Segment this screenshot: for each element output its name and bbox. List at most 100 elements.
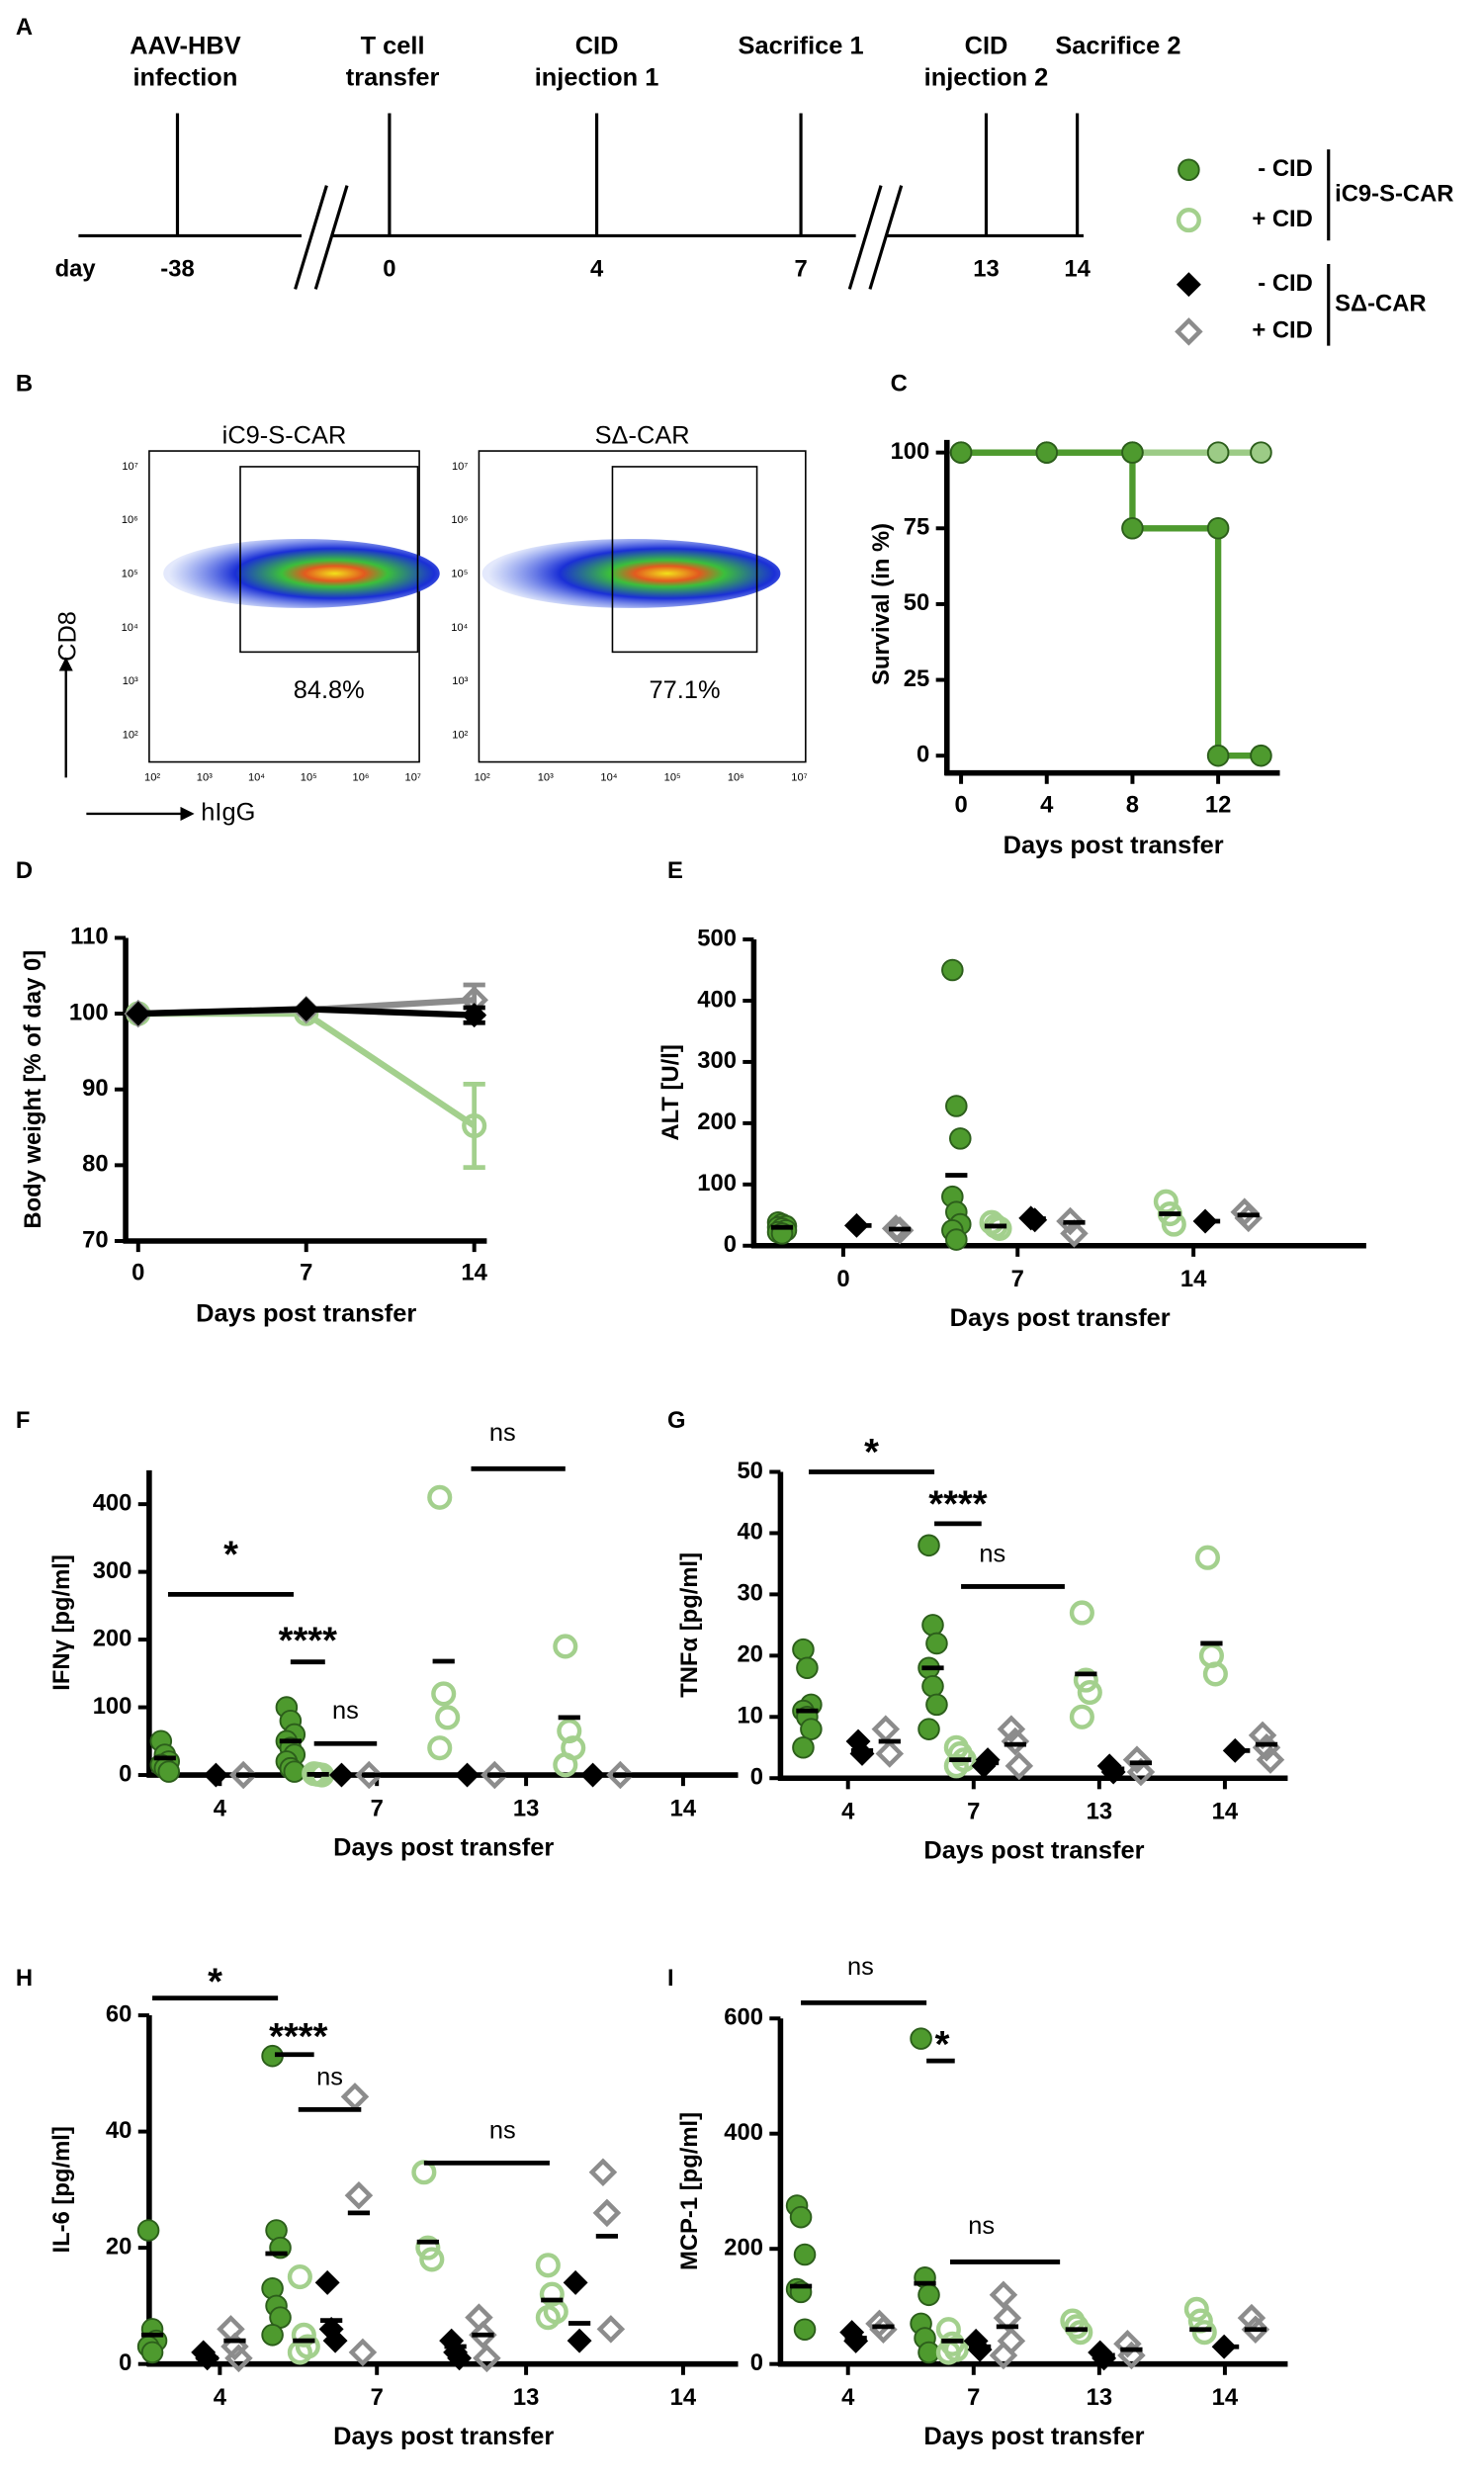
marker xyxy=(473,2344,501,2373)
y-tick-label: 0 xyxy=(917,741,929,767)
timeline-unit: day xyxy=(55,256,97,283)
significance-label: * xyxy=(864,1431,879,1473)
marker xyxy=(1256,1745,1285,1774)
marker xyxy=(793,2318,817,2342)
x-tick-label: 13 xyxy=(1087,1798,1113,1824)
marker xyxy=(1077,1679,1102,1706)
event-day: 7 xyxy=(794,256,807,283)
marker xyxy=(419,2247,445,2272)
significance-label: ns xyxy=(316,2063,343,2090)
y-tick-label: 10⁵ xyxy=(122,569,138,580)
marker xyxy=(1122,1745,1152,1774)
y-tick-label: 0 xyxy=(750,2349,763,2376)
marker xyxy=(1250,744,1272,767)
y-tick-label: 10⁴ xyxy=(451,622,468,634)
marker xyxy=(415,2235,441,2260)
y-tick-label: 25 xyxy=(904,665,930,692)
event-label: AAV-HBV xyxy=(130,33,241,60)
significance-label: ns xyxy=(979,1540,1005,1567)
event-label: injection 2 xyxy=(924,63,1049,91)
x-tick-label: 10⁶ xyxy=(728,771,744,783)
marker xyxy=(792,1638,815,1661)
x-tick-label: 14 xyxy=(1212,2384,1239,2411)
marker xyxy=(1001,1727,1030,1756)
x-tick-label: 10² xyxy=(144,771,160,783)
legend-group: iC9-S-CAR xyxy=(1335,180,1453,207)
significance-label: ns xyxy=(489,1419,516,1447)
marker xyxy=(535,2305,561,2331)
plot-title: iC9-S-CAR xyxy=(222,421,347,449)
marker xyxy=(917,1718,940,1740)
marker xyxy=(917,2341,940,2364)
legend-entry: - CID xyxy=(1258,155,1313,182)
y-tick-label: 10³ xyxy=(123,675,138,687)
y-axis-title: MCP-1 [pg/ml] xyxy=(676,2112,703,2270)
marker xyxy=(606,1760,635,1790)
marker xyxy=(557,1718,582,1744)
marker xyxy=(796,1656,819,1679)
gate xyxy=(239,466,419,654)
marker xyxy=(1073,1667,1098,1693)
significance-label: **** xyxy=(928,1482,987,1525)
legend-entry: - CID xyxy=(1258,270,1313,297)
y-axis-title: IL-6 [pg/ml] xyxy=(48,2126,75,2253)
y-axis-title: ALT [U/l] xyxy=(657,1044,684,1140)
x-tick-label: 13 xyxy=(513,2384,540,2411)
marker xyxy=(987,1215,1012,1241)
y-tick-label: 40 xyxy=(737,1519,763,1546)
x-tick-label: 4 xyxy=(841,1798,855,1824)
marker xyxy=(224,2344,253,2373)
panel-letter: A xyxy=(16,14,33,41)
marker xyxy=(989,2341,1018,2370)
x-axis-title: Days post transfer xyxy=(923,1837,1144,1865)
marker xyxy=(997,2327,1026,2355)
x-tick-label: 10² xyxy=(475,771,490,783)
event-label: CID xyxy=(575,33,619,60)
significance-label: ns xyxy=(332,1697,359,1725)
panel-letter: E xyxy=(667,857,683,884)
event-day: 0 xyxy=(383,256,395,283)
x-axis-title: Days post transfer xyxy=(196,1299,416,1327)
marker xyxy=(789,2205,813,2229)
event-label: transfer xyxy=(346,63,440,91)
event-label: CID xyxy=(965,33,1008,60)
event-day: 14 xyxy=(1064,256,1091,283)
marker xyxy=(261,2324,284,2347)
marker xyxy=(1069,1704,1094,1729)
y-tick-label: 60 xyxy=(106,2000,132,2027)
marker xyxy=(1194,1545,1220,1570)
plot-frame xyxy=(478,450,807,763)
marker xyxy=(283,1760,306,1783)
plot-frame xyxy=(148,450,420,763)
panel-letter: F xyxy=(16,1407,31,1434)
legend-marker xyxy=(1176,272,1201,298)
panel-letter: H xyxy=(16,1965,33,1992)
x-tick-label: 14 xyxy=(670,2384,697,2411)
marker xyxy=(793,2243,817,2266)
series-line xyxy=(961,449,1262,759)
marker xyxy=(344,2180,374,2210)
marker xyxy=(917,2283,940,2307)
significance-label: ns xyxy=(847,1953,874,1981)
y-tick-label: 10⁶ xyxy=(451,514,468,526)
significance-label: **** xyxy=(279,1620,337,1662)
gate-percent: 84.8% xyxy=(294,676,365,704)
marker xyxy=(800,1718,823,1740)
marker xyxy=(1241,2315,1270,2344)
y-tick-label: 10 xyxy=(737,1703,763,1729)
x-axis-title: Days post transfer xyxy=(1004,832,1224,859)
y-tick-label: 50 xyxy=(737,1458,763,1484)
x-tick-label: 7 xyxy=(967,1798,980,1824)
legend-marker xyxy=(1178,158,1200,182)
x-tick-label: 13 xyxy=(1087,2384,1113,2411)
y-tick-label: 0 xyxy=(724,1231,737,1258)
marker xyxy=(462,1112,487,1139)
y-tick-label: 400 xyxy=(93,1489,132,1516)
x-axis-title: Days post transfer xyxy=(950,1304,1171,1332)
marker xyxy=(1206,517,1230,540)
marker xyxy=(427,1484,453,1510)
event-day: 4 xyxy=(590,256,604,283)
legend-marker xyxy=(1175,317,1203,346)
y-tick-label: 100 xyxy=(697,1170,737,1197)
marker xyxy=(1206,441,1230,464)
